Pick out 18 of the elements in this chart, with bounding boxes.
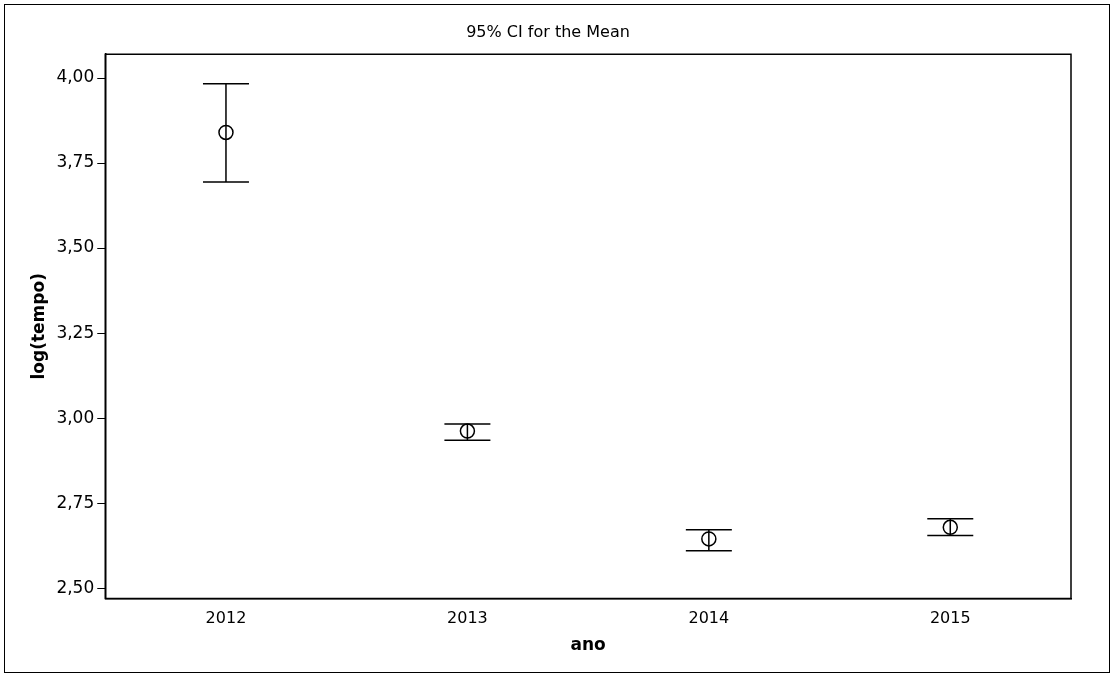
x-tick-label: 2015 <box>929 608 971 628</box>
x-tick-label: 2014 <box>688 608 730 628</box>
y-tick-label: 3,00 <box>56 406 95 427</box>
point <box>942 519 959 536</box>
y-tick-label: 3,75 <box>56 151 95 172</box>
y-axis-title: log(tempo) <box>27 273 48 380</box>
x-tick-label: 2013 <box>447 608 488 628</box>
x-axis-title: ano <box>570 634 606 655</box>
y-tick-label: 4,00 <box>56 66 95 87</box>
x-tick-label: 2012 <box>205 608 247 628</box>
point <box>218 124 234 141</box>
chart-title: 95% CI for the Mean <box>466 21 630 41</box>
point <box>701 531 717 547</box>
y-tick-label: 3,25 <box>56 321 95 342</box>
y-tick-label: 3,50 <box>56 236 95 257</box>
y-tick-label: 2,50 <box>56 576 95 597</box>
point <box>459 423 476 439</box>
y-tick-label: 2,75 <box>56 491 95 512</box>
